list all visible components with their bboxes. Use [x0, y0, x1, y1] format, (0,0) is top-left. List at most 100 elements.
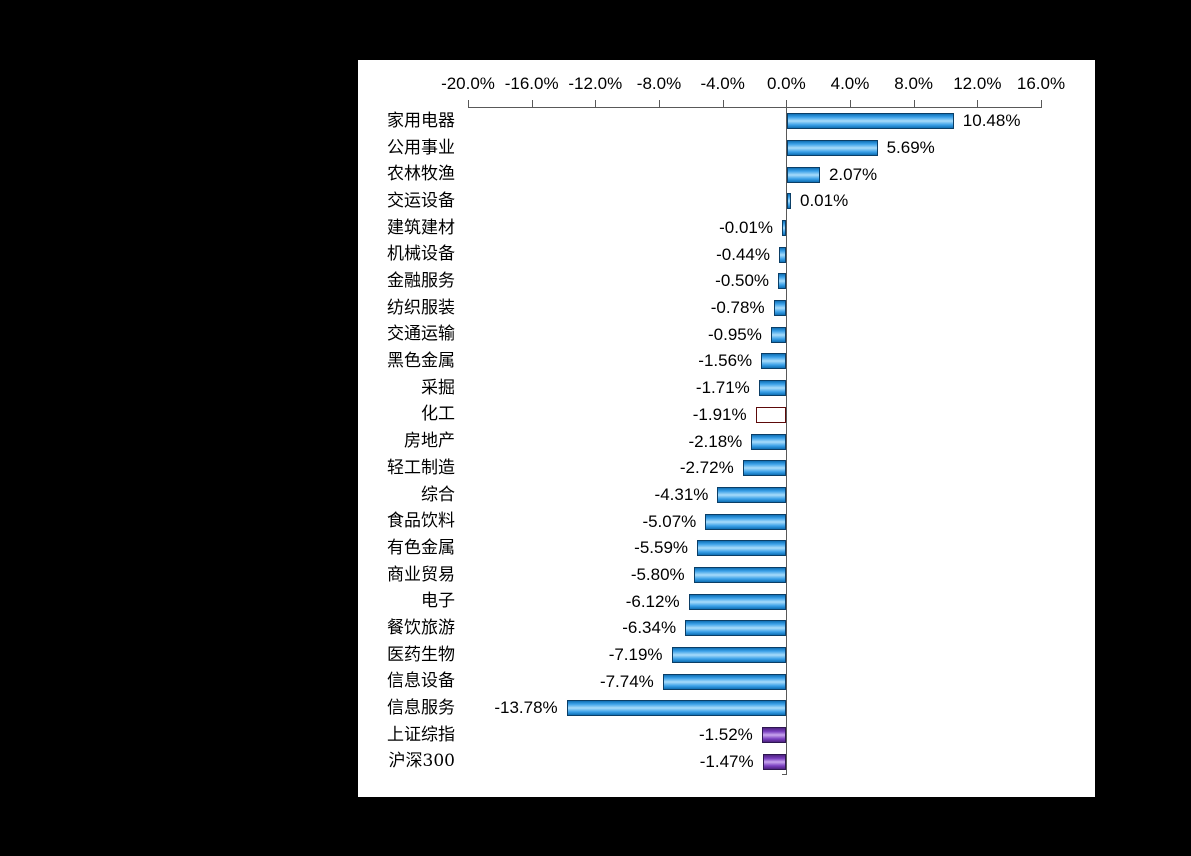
bar	[782, 220, 786, 237]
bar-label: -5.59%	[634, 538, 689, 558]
category-label: 黑色金属	[387, 351, 455, 372]
bar-label: -1.52%	[698, 724, 753, 744]
category-axis-tick	[782, 774, 787, 775]
axis-tick	[468, 100, 469, 107]
bar	[778, 273, 786, 290]
axis-tick	[850, 100, 851, 107]
bar-label: -0.95%	[708, 324, 762, 344]
category-label: 公用事业	[387, 137, 455, 158]
axis-tick-label: 8.0%	[894, 74, 934, 93]
bar	[685, 620, 786, 637]
bar-label: -13.78%	[494, 698, 558, 718]
axis-tick-label: -20.0%	[441, 74, 495, 93]
bar	[742, 460, 786, 477]
bar-label: -1.91%	[692, 404, 747, 424]
bar	[761, 353, 786, 370]
category-label: 上证综指	[387, 724, 455, 745]
bar	[717, 486, 786, 503]
bar	[688, 593, 786, 610]
bar-label: -0.50%	[715, 271, 770, 291]
category-label: 交通运输	[387, 324, 455, 345]
category-label: 信息设备	[387, 671, 455, 692]
axis-tick-label: -12.0%	[568, 74, 623, 93]
axis-tick	[595, 100, 597, 107]
category-label: 农林牧渔	[387, 164, 455, 185]
category-label: 轻工制造	[387, 457, 455, 478]
category-label: 金融服务	[387, 271, 455, 292]
bar	[787, 113, 954, 130]
axis-tick	[659, 100, 660, 107]
bar	[762, 753, 786, 770]
category-label: 食品饮料	[387, 511, 455, 532]
bar-label: -2.18%	[688, 431, 743, 451]
category-label: 沪深300	[388, 751, 455, 772]
category-label: 电子	[421, 591, 455, 612]
bar	[787, 193, 791, 210]
bar-label: -5.80%	[630, 564, 685, 584]
bar	[693, 566, 786, 583]
category-label: 化工	[421, 404, 455, 425]
category-label: 家用电器	[387, 111, 455, 131]
axis-tick	[1041, 100, 1042, 107]
bar-label: -1.71%	[695, 378, 750, 398]
axis-tick	[786, 100, 788, 107]
category-label: 纺织服装	[387, 297, 455, 318]
zero-axis-line	[786, 108, 787, 775]
bar	[566, 700, 786, 717]
axis-tick-label: -8.0%	[636, 74, 682, 93]
bar	[705, 513, 786, 530]
bar-label: -6.12%	[625, 591, 680, 611]
bar-label: -0.78%	[710, 298, 765, 318]
axis-tick-label: -16.0%	[504, 74, 559, 93]
bar	[671, 646, 786, 663]
category-label: 建筑建材	[387, 217, 455, 238]
bar	[773, 300, 786, 317]
axis-tick-label: 12.0%	[953, 74, 1002, 93]
axis-tick-label: 4.0%	[830, 74, 870, 93]
bar	[778, 246, 786, 263]
bar-label: 10.48%	[962, 111, 1021, 131]
value-axis-line	[468, 107, 1042, 108]
bar-label: -0.01%	[719, 218, 773, 238]
bar	[787, 166, 820, 183]
bar-label: -6.34%	[622, 618, 677, 638]
bar	[787, 140, 878, 157]
bar	[697, 540, 786, 557]
category-label: 机械设备	[387, 244, 455, 265]
category-label: 房地产	[404, 431, 455, 452]
chart-panel: -20.0% -16.0% -12.0% -8.0% -4.0% 0.0% 4.0% 8.0%…	[358, 60, 1095, 797]
bar-label: -0.44%	[716, 244, 770, 264]
category-label: 信息服务	[387, 697, 455, 718]
bar-label: -2.72%	[679, 458, 734, 478]
category-label: 有色金属	[387, 537, 455, 558]
bar-label: -4.31%	[654, 484, 709, 504]
axis-tick-label: 0.0%	[766, 74, 806, 93]
axis-tick-label: -4.0%	[700, 74, 745, 93]
bar	[755, 406, 786, 423]
category-label: 餐饮旅游	[387, 617, 455, 638]
axis-tick	[531, 100, 533, 107]
bar-label: 5.69%	[886, 138, 935, 158]
bar-label: -1.56%	[698, 351, 753, 371]
bar	[751, 433, 786, 450]
axis-tick	[913, 100, 915, 107]
bar-label: -7.19%	[608, 644, 663, 664]
axis-tick-label: 16.0%	[1016, 74, 1066, 93]
bar-label: -5.07%	[642, 511, 697, 531]
bar-label: 2.07%	[828, 164, 878, 184]
bar	[761, 726, 786, 743]
bar	[758, 380, 786, 397]
category-label: 商业贸易	[387, 564, 455, 585]
axis-tick	[722, 100, 724, 107]
bar	[662, 673, 786, 690]
category-label: 医药生物	[387, 644, 455, 665]
category-label: 采掘	[421, 377, 455, 398]
bar-label: 0.01%	[800, 191, 849, 211]
bar-label: -7.74%	[599, 671, 654, 691]
bar-label: -1.47%	[699, 751, 754, 771]
bar	[770, 326, 786, 343]
axis-tick	[977, 100, 979, 107]
category-label: 交运设备	[387, 191, 455, 212]
category-label: 综合	[421, 484, 455, 505]
